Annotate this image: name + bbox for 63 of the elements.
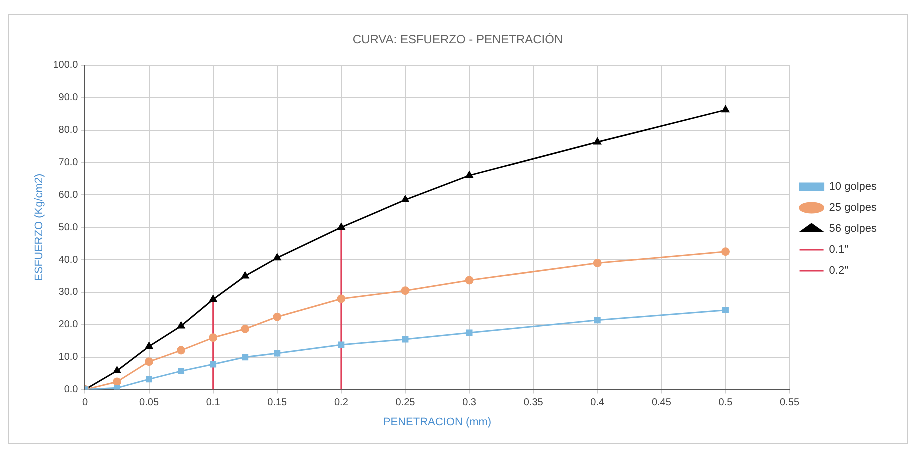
point [242, 272, 250, 279]
y-axis-title: ESFUERZO (Kg/cm2) [34, 174, 46, 282]
x-tick-label: 0.35 [524, 398, 544, 409]
x-tick-label: 0 [82, 398, 88, 409]
point [274, 254, 282, 261]
point [337, 294, 346, 304]
legend-label: 0.2" [829, 265, 849, 278]
chart-title: CURVA: ESFUERZO - PENETRACIÓN [352, 32, 564, 47]
legend-label: 25 golpes [829, 202, 878, 214]
point [146, 376, 152, 383]
point [178, 368, 185, 375]
x-tick-label: 0.05 [140, 398, 160, 409]
x-tick-label: 0.15 [268, 398, 288, 409]
point [274, 350, 281, 357]
y-tick-label: 100.0 [53, 60, 79, 72]
point [402, 196, 410, 203]
x-tick-label: 0.55 [780, 398, 800, 409]
x-tick-label: 0.2 [334, 398, 349, 409]
x-tick-label: 0.4 [590, 398, 606, 409]
y-tick-label: 40.0 [58, 254, 79, 266]
point [114, 384, 120, 390]
point [210, 361, 217, 368]
point [722, 307, 729, 314]
point [401, 286, 410, 296]
legend-label: 56 golpes [829, 223, 878, 236]
point [113, 366, 122, 374]
y-tick-label: 50.0 [58, 222, 79, 234]
legend-label: 10 golpes [829, 181, 878, 194]
x-tick-label: 0.3 [462, 398, 477, 409]
point [273, 312, 282, 322]
point [466, 171, 474, 178]
y-tick-label: 60.0 [58, 190, 79, 201]
point [465, 276, 474, 285]
point [593, 259, 602, 268]
y-tick-label: 10.0 [58, 352, 79, 364]
point [594, 138, 602, 145]
x-tick-label: 0.1 [206, 398, 221, 409]
point [338, 223, 346, 230]
point [594, 317, 601, 324]
y-tick-label: 0.0 [64, 384, 79, 396]
point [145, 358, 154, 366]
x-tick-label: 0.45 [652, 398, 672, 409]
y-tick-label: 30.0 [58, 287, 79, 298]
y-tick-label: 90.0 [58, 92, 79, 104]
y-tick-label: 70.0 [58, 157, 79, 168]
legend-label: 0.1" [829, 244, 849, 256]
y-tick-label: 20.0 [58, 320, 79, 331]
point [209, 334, 218, 342]
point [241, 324, 250, 334]
point [210, 295, 218, 302]
x-axis-title: PENETRACION (mm) [383, 416, 492, 428]
x-tick-label: 0.5 [718, 398, 734, 409]
point [402, 336, 409, 343]
point [177, 346, 186, 355]
x-tick-label: 0.25 [396, 398, 416, 409]
point [242, 354, 249, 361]
point [722, 106, 730, 113]
point [178, 322, 186, 329]
y-tick-label: 80.0 [58, 125, 79, 136]
point [721, 248, 730, 256]
point [338, 342, 345, 348]
point [466, 330, 473, 336]
point [145, 342, 154, 350]
